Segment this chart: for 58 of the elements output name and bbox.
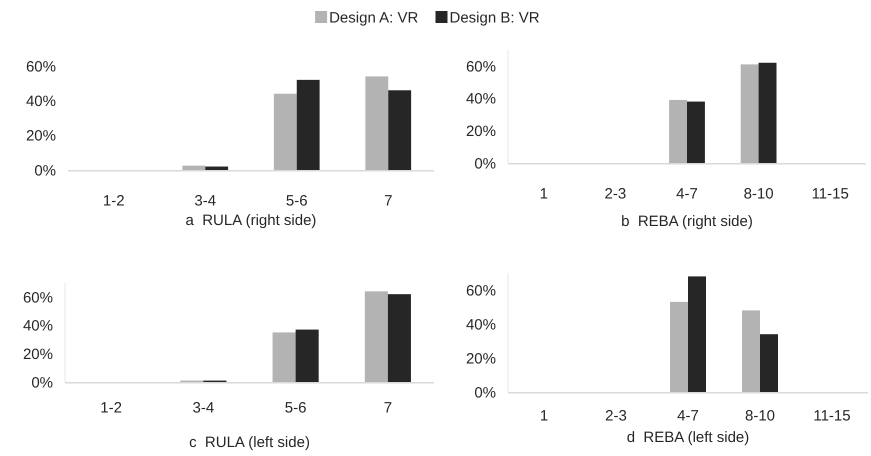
y-tick-label: 20% [22, 346, 53, 363]
y-tick-label: 40% [466, 316, 496, 334]
y-tick-label: 60% [22, 289, 53, 306]
x-tick-label: 7 [384, 192, 392, 210]
y-tick-label: 60% [466, 58, 496, 76]
y-tick-label: 0% [474, 384, 496, 402]
y-tick-label: 40% [466, 90, 496, 108]
bar [670, 302, 688, 392]
x-tick-label: 7 [384, 399, 392, 416]
x-tick-label: 2-3 [604, 185, 626, 202]
x-tick-label: 4-7 [676, 185, 698, 202]
x-axis-title: c RULA (left side) [189, 434, 310, 451]
bar [740, 64, 759, 163]
x-axis-title: a RULA (right side) [186, 212, 316, 229]
bar [272, 332, 296, 382]
y-tick-label: 20% [26, 128, 56, 145]
x-tick-label: 3-4 [194, 192, 216, 210]
y-tick-label: 0% [31, 374, 53, 392]
bar [205, 166, 228, 170]
x-axis-title: d REBA (left side) [626, 429, 750, 446]
y-tick-label: 60% [466, 282, 496, 300]
x-tick-label: 8-10 [744, 407, 776, 424]
bar [388, 90, 412, 170]
y-tick-label: 40% [22, 318, 53, 335]
x-tick-label: 1-2 [102, 192, 125, 210]
x-tick-label: 8-10 [744, 185, 774, 202]
y-tick-label: 20% [466, 350, 496, 368]
bar [687, 102, 705, 163]
bar [182, 166, 206, 170]
x-tick-label: 1 [540, 407, 548, 424]
bar [364, 291, 388, 382]
y-tick-label: 0% [474, 155, 496, 172]
x-tick-label: 1-2 [100, 399, 122, 416]
x-tick-label: 5-6 [286, 192, 308, 210]
y-tick-label: 40% [26, 92, 56, 110]
x-tick-label: 5-6 [284, 399, 306, 416]
y-tick-label: 60% [26, 58, 56, 76]
bar [296, 80, 320, 170]
y-tick-label: 0% [34, 162, 56, 180]
bar [669, 100, 687, 163]
x-tick-label: 3-4 [192, 399, 214, 416]
bar [296, 330, 319, 382]
bar [274, 94, 297, 170]
bar [688, 276, 706, 392]
bar [760, 334, 778, 392]
x-tick-label: 11-15 [812, 185, 849, 202]
bar [758, 62, 776, 163]
legend-label: Design B: VR [450, 9, 540, 26]
x-tick-label: 2-3 [605, 407, 627, 424]
bar [742, 310, 760, 392]
legend-label: Design A: VR [329, 9, 418, 26]
bar [365, 76, 388, 170]
x-tick-label: 4-7 [677, 407, 699, 424]
y-tick-label: 20% [466, 122, 496, 140]
x-tick-label: 11-15 [813, 407, 851, 424]
bar [388, 294, 411, 382]
x-axis-title: b REBA (right side) [621, 213, 753, 230]
x-tick-label: 1 [540, 185, 548, 202]
